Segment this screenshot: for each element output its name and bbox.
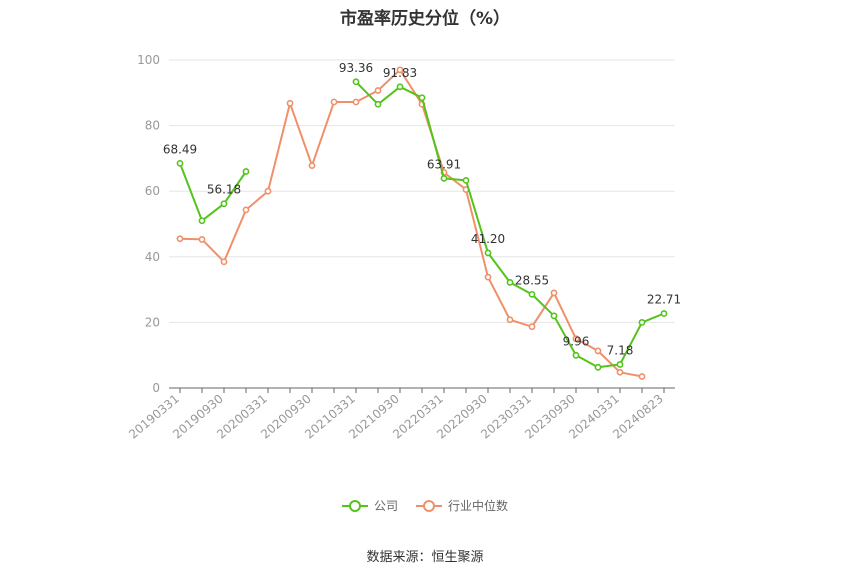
chart-legend: 公司 行业中位数: [0, 497, 850, 514]
series-0-point-20210930: [396, 83, 404, 91]
legend-swatch-company: [341, 499, 368, 512]
data-label-20190331: 68.49: [163, 142, 197, 156]
data-label-20220930: 41.20: [471, 232, 505, 246]
series-0-point-20240630: [638, 318, 646, 326]
series-0-point-20210331: [352, 78, 360, 86]
series-0-point-20220331: [440, 174, 448, 182]
series-1-point-20221231: [506, 316, 514, 324]
data-label-20240823: 22.71: [647, 293, 681, 307]
series-0-point-20210630: [374, 100, 382, 108]
series-0-point-20231231: [594, 363, 602, 371]
y-tick-label-100: 100: [137, 53, 160, 67]
series-0-line-0: [179, 163, 247, 222]
data-source-note: 数据来源：恒生聚源: [366, 550, 484, 565]
series-1-point-20200630: [286, 99, 294, 107]
data-label-20230331: 28.55: [515, 273, 549, 287]
series-1-point-20191231: [242, 206, 250, 214]
series-0-point-20220630: [462, 176, 470, 184]
data-label-20190930: 56.18: [207, 183, 241, 197]
chart-title: 市盈率历史分位（%）: [339, 9, 511, 29]
series-1-point-20190331: [176, 235, 184, 243]
data-label-20230930: 9.96: [563, 334, 590, 348]
data-label-20210930: 91.83: [383, 66, 417, 80]
series-1-point-20210331: [352, 98, 360, 106]
series-1-point-20200331: [264, 187, 272, 195]
series-0-point-20230930: [572, 351, 580, 359]
series-1-line-0: [179, 68, 643, 378]
legend-item-company[interactable]: 公司: [341, 497, 398, 514]
series-1-point-20230331: [528, 323, 536, 331]
data-label-20210331: 93.36: [339, 61, 373, 75]
y-tick-label-60: 60: [145, 184, 160, 198]
series-1-point-20240630: [638, 373, 646, 380]
series-0-point-20230630: [550, 312, 558, 320]
series-1-point-20210930: [396, 66, 404, 74]
series-1-point-20230930: [572, 335, 580, 343]
y-tick-label-40: 40: [145, 250, 160, 264]
series-0-point-20191231: [242, 168, 250, 175]
series-0-point-20190930: [220, 200, 228, 208]
series-1-point-20231231: [594, 347, 602, 355]
legend-label-industry: 行业中位数: [448, 499, 509, 513]
legend-swatch-industry: [416, 499, 442, 512]
series-0-point-20221231: [506, 278, 514, 286]
y-tick-label-0: 0: [152, 381, 160, 395]
legend-label-company: 公司: [373, 499, 398, 513]
series-0-point-20240331: [616, 361, 624, 368]
y-tick-label-80: 80: [145, 119, 160, 133]
series-0-line-1: [355, 81, 665, 369]
series-1-point-20200930: [308, 162, 316, 170]
legend-item-industry[interactable]: 行业中位数: [416, 497, 508, 514]
series-0-point-20190630: [198, 217, 206, 225]
series-1-point-20230630: [550, 289, 558, 297]
series-1-point-20210630: [374, 87, 382, 94]
series-0-point-20211231: [418, 94, 426, 102]
series-1-point-20240331: [616, 368, 624, 376]
y-tick-label-20: 20: [145, 315, 160, 329]
series-1-point-20190630: [198, 236, 206, 243]
series-1-point-20201231: [330, 98, 338, 106]
data-label-20240331: 7.18: [607, 343, 634, 357]
series-1-point-20190930: [220, 258, 228, 266]
data-label-20220331: 63.91: [427, 157, 461, 171]
series-0-point-20220930: [484, 249, 492, 257]
series-0-point-20240823: [660, 310, 668, 317]
series-1-point-20220930: [484, 273, 492, 281]
series-0-point-20230331: [528, 290, 536, 298]
series-0-point-20190331: [176, 159, 184, 167]
